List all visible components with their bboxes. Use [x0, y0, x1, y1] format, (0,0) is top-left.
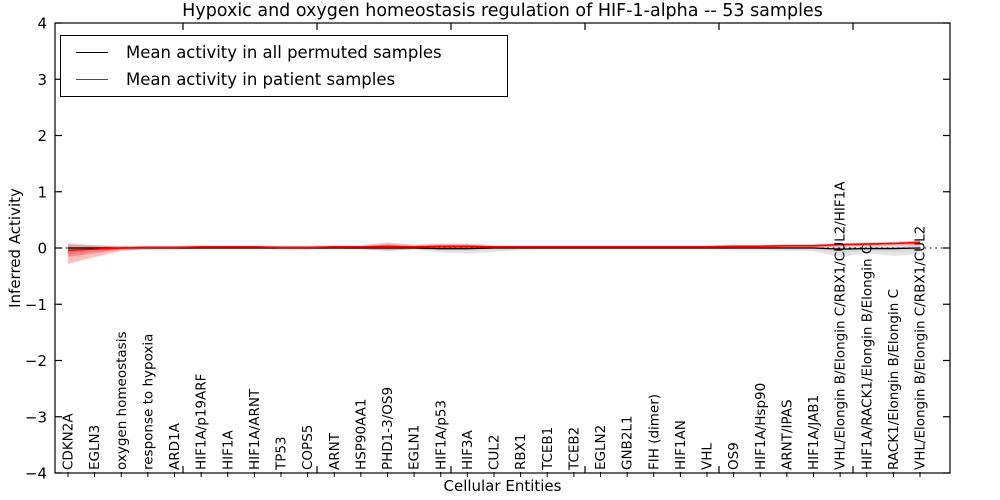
x-tick-label: HIF1A/p19ARF	[194, 374, 210, 470]
x-tick-label: RBX1	[513, 434, 529, 470]
x-tick-label: ARNT/IPAS	[779, 399, 795, 470]
x-tick-label: HSP90AA1	[353, 399, 369, 470]
legend-label-permuted: Mean activity in all permuted samples	[126, 42, 442, 62]
x-tick-label: VHL	[700, 443, 716, 470]
x-tick-label: HIF1AN	[673, 420, 689, 470]
y-tick-label: 4	[37, 15, 47, 33]
x-tick-label: RACK1/Elongin B/Elongin C	[886, 289, 902, 470]
x-tick-label: GNB2L1	[620, 415, 636, 470]
x-tick-label: CUL2	[487, 435, 503, 470]
permuted-mean-line	[68, 247, 921, 250]
patient-mean-line	[67, 241, 921, 252]
patient-line-swatch	[76, 79, 108, 81]
x-tick-label: TCEB2	[566, 427, 582, 471]
x-tick-label: HIF1A/JAB1	[806, 395, 822, 470]
x-tick-label: HIF1A/ARNT	[247, 388, 263, 470]
x-tick-label: HIF1A/RACK1/Elongin B/Elongin C	[859, 245, 875, 470]
y-tick-label: 2	[37, 127, 47, 145]
x-tick-label: PHD1-3/OS9	[380, 387, 396, 470]
y-tick-label: −3	[25, 408, 47, 426]
x-tick-label: OS9	[726, 442, 742, 470]
legend-item-patient: Mean activity in patient samples	[61, 67, 507, 93]
x-tick-label: CDKN2A	[61, 413, 77, 470]
permuted-line-swatch	[76, 51, 108, 53]
x-tick-label: VHL/Elongin B/Elongin C/RBX1/CUL2/HIF1A	[833, 181, 849, 470]
x-tick-label: HIF1A/Hsp90	[753, 383, 769, 470]
x-tick-label: ARNT	[327, 432, 343, 470]
x-axis-label: Cellular Entities	[443, 477, 562, 495]
x-tick-label: TCEB1	[540, 427, 556, 471]
x-tick-label: COPS5	[300, 425, 316, 470]
y-tick-label: −1	[25, 296, 47, 314]
x-tick-label: HIF1A	[220, 430, 236, 470]
x-tick-label: EGLN2	[593, 425, 609, 470]
y-tick-label: 1	[37, 183, 47, 201]
x-tick-label: HIF3A	[460, 430, 476, 470]
legend: Mean activity in all permuted samples Me…	[60, 35, 508, 97]
chart-title: Hypoxic and oxygen homeostasis regulatio…	[182, 1, 823, 21]
y-tick-label: 0	[37, 240, 47, 258]
x-tick-label: ARD1A	[167, 422, 183, 470]
legend-label-patient: Mean activity in patient samples	[126, 70, 396, 90]
x-tick-label: HIF1A/p53	[433, 400, 449, 470]
y-tick-label: −2	[25, 352, 47, 370]
x-tick-label: EGLN3	[87, 425, 103, 470]
x-tick-label: VHL/Elongin B/Elongin C/RBX1/CUL2	[913, 226, 929, 470]
x-tick-label: response to hypoxia	[140, 334, 156, 470]
legend-item-permuted: Mean activity in all permuted samples	[61, 39, 507, 65]
y-tick-label: −4	[25, 465, 47, 483]
x-tick-label: FIH (dimer)	[646, 394, 662, 470]
x-tick-label: EGLN1	[407, 425, 423, 470]
x-tick-label: TP53	[274, 436, 290, 471]
x-tick-label: oxygen homeostasis	[114, 332, 130, 471]
y-tick-label: 3	[37, 71, 47, 89]
patient-band-outer	[68, 240, 920, 264]
